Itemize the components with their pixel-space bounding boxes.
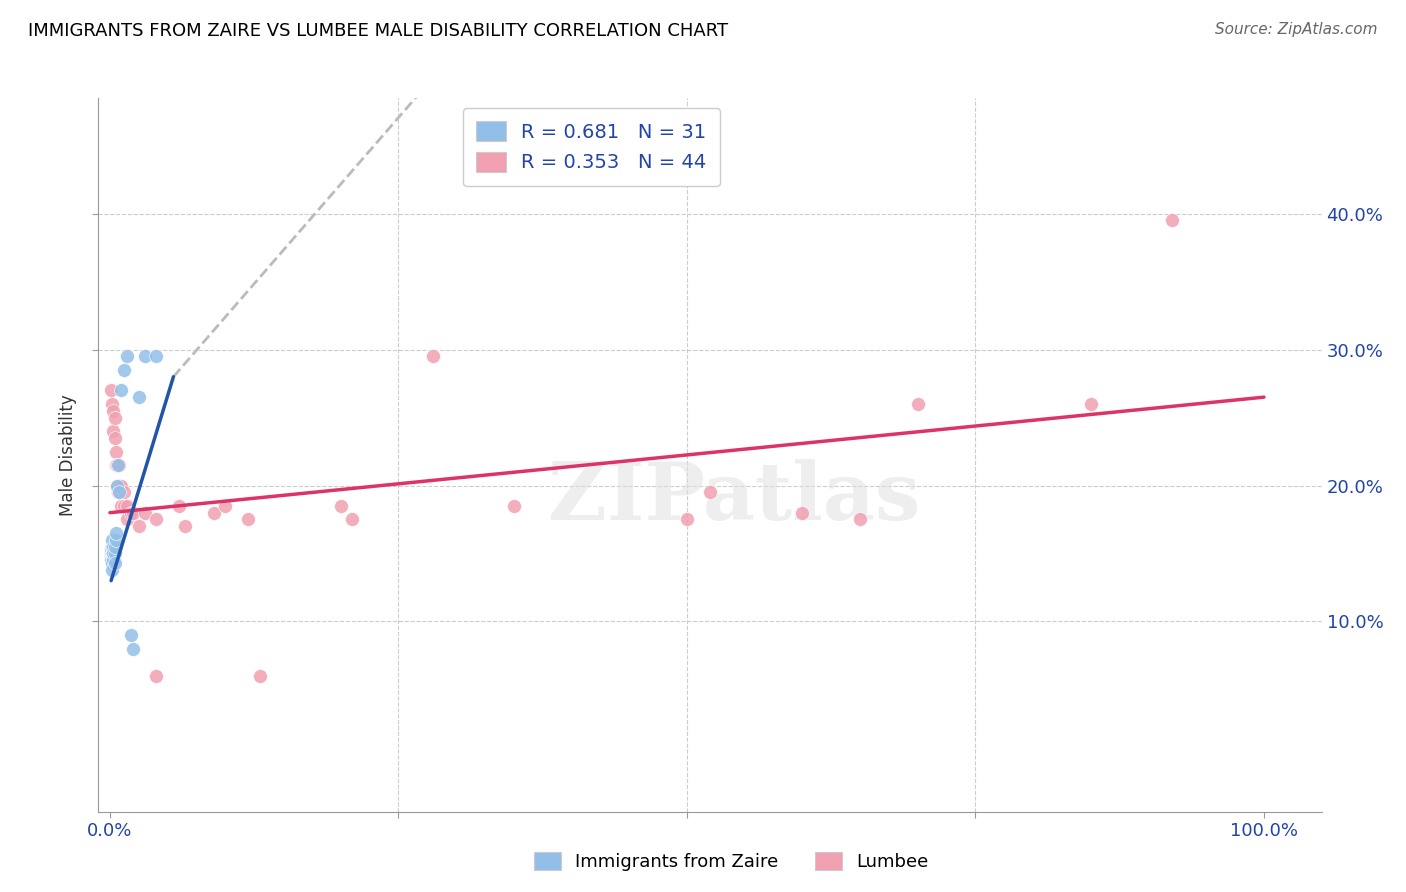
Point [145,350,167,364]
Point [100,384,122,398]
Point [120,506,142,520]
Y-axis label: Male Disability: Male Disability [59,394,77,516]
Point [167,499,190,513]
Point [112,499,135,513]
Point [100,542,122,557]
Text: Source: ZipAtlas.com: Source: ZipAtlas.com [1215,22,1378,37]
Point [342,512,364,526]
Point [103,556,125,570]
Point [1080,397,1102,411]
Point [907,397,929,411]
Point [128,390,150,404]
Point [103,549,125,564]
Point [104,458,127,472]
Point [422,350,444,364]
Point [110,478,132,492]
Point [103,540,125,554]
Point [103,546,125,560]
Point [112,485,135,500]
Point [849,512,872,526]
Point [145,669,167,683]
Point [103,546,125,560]
Point [104,533,127,547]
Point [101,546,124,560]
Point [110,499,132,513]
Point [107,458,129,472]
Point [502,499,524,513]
Text: ZIPatlas: ZIPatlas [548,458,921,537]
Point [120,628,142,642]
Point [110,478,132,492]
Point [134,350,156,364]
Point [100,553,122,567]
Point [112,363,135,377]
Point [128,519,150,533]
Point [117,350,139,364]
Point [103,410,125,425]
Point [249,669,271,683]
Legend: Immigrants from Zaire, Lumbee: Immigrants from Zaire, Lumbee [527,845,935,879]
Point [238,512,260,526]
Point [108,458,131,472]
Point [122,506,145,520]
Legend: R = 0.681   N = 31, R = 0.353   N = 44: R = 0.681 N = 31, R = 0.353 N = 44 [463,108,720,186]
Point [676,512,699,526]
Point [1160,213,1182,227]
Point [103,553,125,567]
Point [101,397,124,411]
Point [101,549,124,564]
Point [699,485,721,500]
Point [101,556,124,570]
Point [108,485,131,500]
Point [107,485,129,500]
Point [105,478,128,492]
Point [792,506,814,520]
Point [101,563,124,577]
Point [134,506,156,520]
Point [101,540,124,554]
Point [103,403,125,417]
Point [145,512,167,526]
Point [110,384,132,398]
Point [103,424,125,438]
Point [107,485,129,500]
Point [329,499,352,513]
Point [101,533,124,547]
Point [105,478,128,492]
Point [103,543,125,558]
Point [174,519,197,533]
Point [202,506,225,520]
Point [214,499,236,513]
Point [103,431,125,445]
Point [104,526,127,541]
Point [104,444,127,458]
Point [103,540,125,554]
Point [100,549,122,564]
Point [117,499,139,513]
Point [108,485,131,500]
Point [122,641,145,656]
Text: IMMIGRANTS FROM ZAIRE VS LUMBEE MALE DISABILITY CORRELATION CHART: IMMIGRANTS FROM ZAIRE VS LUMBEE MALE DIS… [28,22,728,40]
Point [117,512,139,526]
Point [105,458,128,472]
Point [100,546,122,560]
